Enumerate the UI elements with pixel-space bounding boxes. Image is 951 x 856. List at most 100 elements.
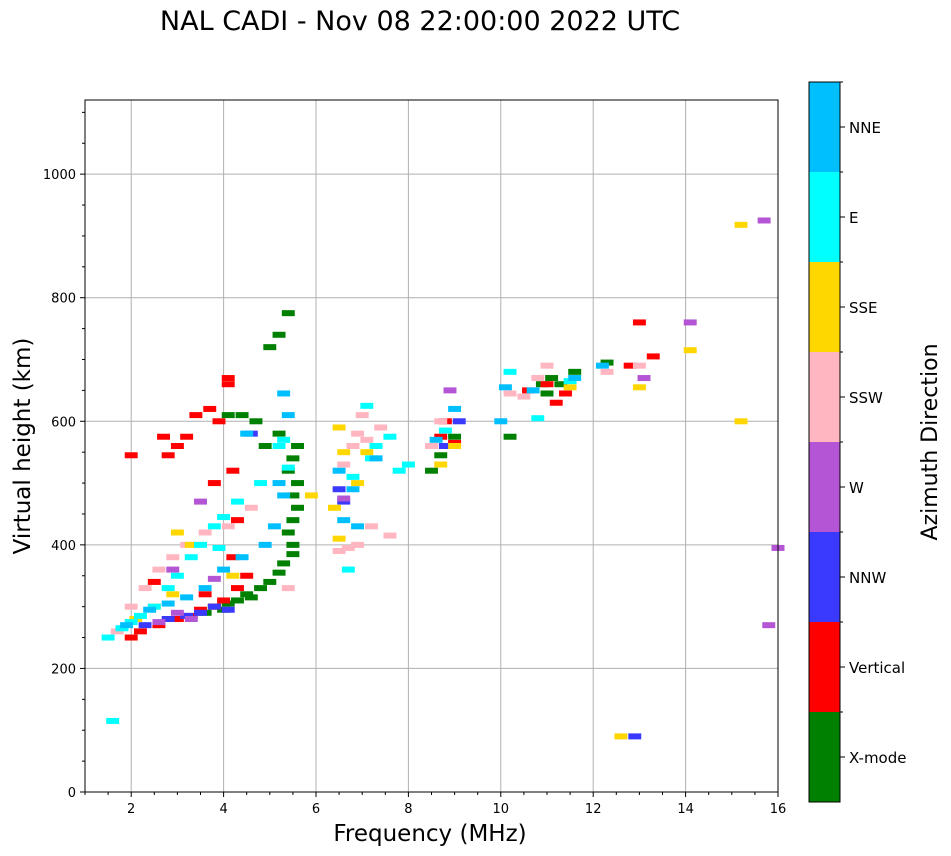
data-point-ssw <box>360 436 374 443</box>
data-point-x-mode <box>425 467 438 474</box>
data-point-sse <box>226 572 240 579</box>
data-point-ssw <box>425 443 438 449</box>
data-point-ssw <box>351 541 365 548</box>
data-point-x-mode <box>272 331 286 338</box>
data-point-e <box>401 461 415 468</box>
data-point-e <box>360 402 374 409</box>
data-point-nnw <box>452 418 466 425</box>
data-point-nnw <box>138 622 152 629</box>
data-point-e <box>115 625 129 632</box>
data-point-e <box>369 443 383 449</box>
colorbar-segment <box>809 712 840 802</box>
data-point-w <box>762 622 776 629</box>
data-point-sse <box>166 591 180 598</box>
data-point-sse <box>734 418 748 425</box>
data-point-vertical <box>221 375 235 382</box>
data-point-nne <box>494 418 508 425</box>
data-point-x-mode <box>272 430 286 437</box>
data-point-ssw <box>540 362 554 369</box>
data-point-ssw <box>374 424 388 431</box>
data-point-e <box>531 415 545 422</box>
data-point-x-mode <box>434 452 448 459</box>
data-point-e <box>254 480 268 487</box>
data-point-sse <box>434 461 448 468</box>
data-point-x-mode <box>568 368 582 375</box>
y-tick-label: 1000 <box>43 168 76 183</box>
data-point-nne <box>429 436 443 443</box>
data-point-vertical <box>240 572 254 579</box>
data-point-vertical <box>221 381 235 388</box>
data-point-w <box>194 498 207 505</box>
data-point-ssw <box>281 585 295 592</box>
colorbar-category-label: Vertical <box>849 659 905 677</box>
data-point-x-mode <box>286 517 300 524</box>
data-point-ssw <box>517 393 531 400</box>
data-point-vertical <box>170 616 184 622</box>
data-point-x-mode <box>286 541 300 548</box>
data-point-e <box>207 523 221 530</box>
data-point-sse <box>632 384 646 391</box>
data-point-sse <box>683 347 697 354</box>
data-point-sse <box>337 449 351 456</box>
data-point-vertical <box>180 433 194 440</box>
data-point-e <box>503 368 517 375</box>
data-point-e <box>272 443 286 449</box>
data-point-x-mode <box>600 359 614 366</box>
data-point-ssw <box>152 566 166 573</box>
data-point-ssw <box>341 544 355 551</box>
data-point-x-mode <box>545 375 559 382</box>
data-point-e <box>101 634 115 641</box>
data-point-w <box>170 609 184 616</box>
data-point-ssw <box>351 430 365 437</box>
data-point-x-mode <box>286 455 300 462</box>
data-point-x-mode <box>277 560 291 567</box>
data-point-nne <box>346 486 360 493</box>
data-point-vertical <box>230 585 244 592</box>
data-point-e <box>184 554 198 561</box>
data-point-x-mode <box>281 467 295 474</box>
data-point-nnw <box>161 616 175 622</box>
data-point-e <box>392 467 406 474</box>
data-point-vertical <box>198 591 212 598</box>
y-tick-label: 200 <box>51 662 76 677</box>
data-point-nne <box>235 554 249 561</box>
y-tick-label: 400 <box>51 539 76 554</box>
colorbar-category-label: SSE <box>849 299 878 317</box>
data-point-x-mode <box>263 344 277 351</box>
data-point-e <box>133 612 147 619</box>
data-point-vertical <box>226 467 240 474</box>
data-point-nnw <box>332 486 346 493</box>
data-point-sse <box>332 424 346 431</box>
data-point-x-mode <box>448 433 462 440</box>
data-point-x-mode <box>540 390 554 397</box>
colorbar-category-label: SSW <box>849 389 883 407</box>
data-point-e <box>170 572 184 579</box>
y-axis-label: Virtual height (km) <box>10 338 36 555</box>
data-point-w <box>152 619 166 626</box>
data-point-ssw <box>332 548 346 555</box>
data-point-w <box>757 217 771 224</box>
data-point-vertical <box>147 578 161 585</box>
data-point-nne <box>161 600 175 607</box>
colorbar-category-label: NNW <box>849 569 886 587</box>
data-point-x-mode <box>244 594 258 601</box>
data-point-sse <box>304 492 318 499</box>
data-point-e <box>230 498 244 505</box>
colorbar-segment <box>809 262 840 352</box>
data-point-w <box>337 495 351 502</box>
x-tick-label: 6 <box>312 802 320 817</box>
data-point-e <box>124 619 138 626</box>
data-point-ssw <box>221 523 235 530</box>
data-point-sse <box>170 529 184 536</box>
data-point-nne <box>369 455 383 462</box>
data-point-e <box>438 427 452 434</box>
data-point-e <box>217 514 231 521</box>
data-point-vertical <box>226 554 240 561</box>
data-point-sse <box>184 541 198 548</box>
data-point-w <box>683 319 697 326</box>
data-point-e <box>277 436 291 443</box>
data-point-vertical <box>124 634 138 641</box>
data-point-ssw <box>364 523 378 530</box>
data-point-nne <box>120 622 134 629</box>
x-tick-label: 2 <box>127 802 135 817</box>
